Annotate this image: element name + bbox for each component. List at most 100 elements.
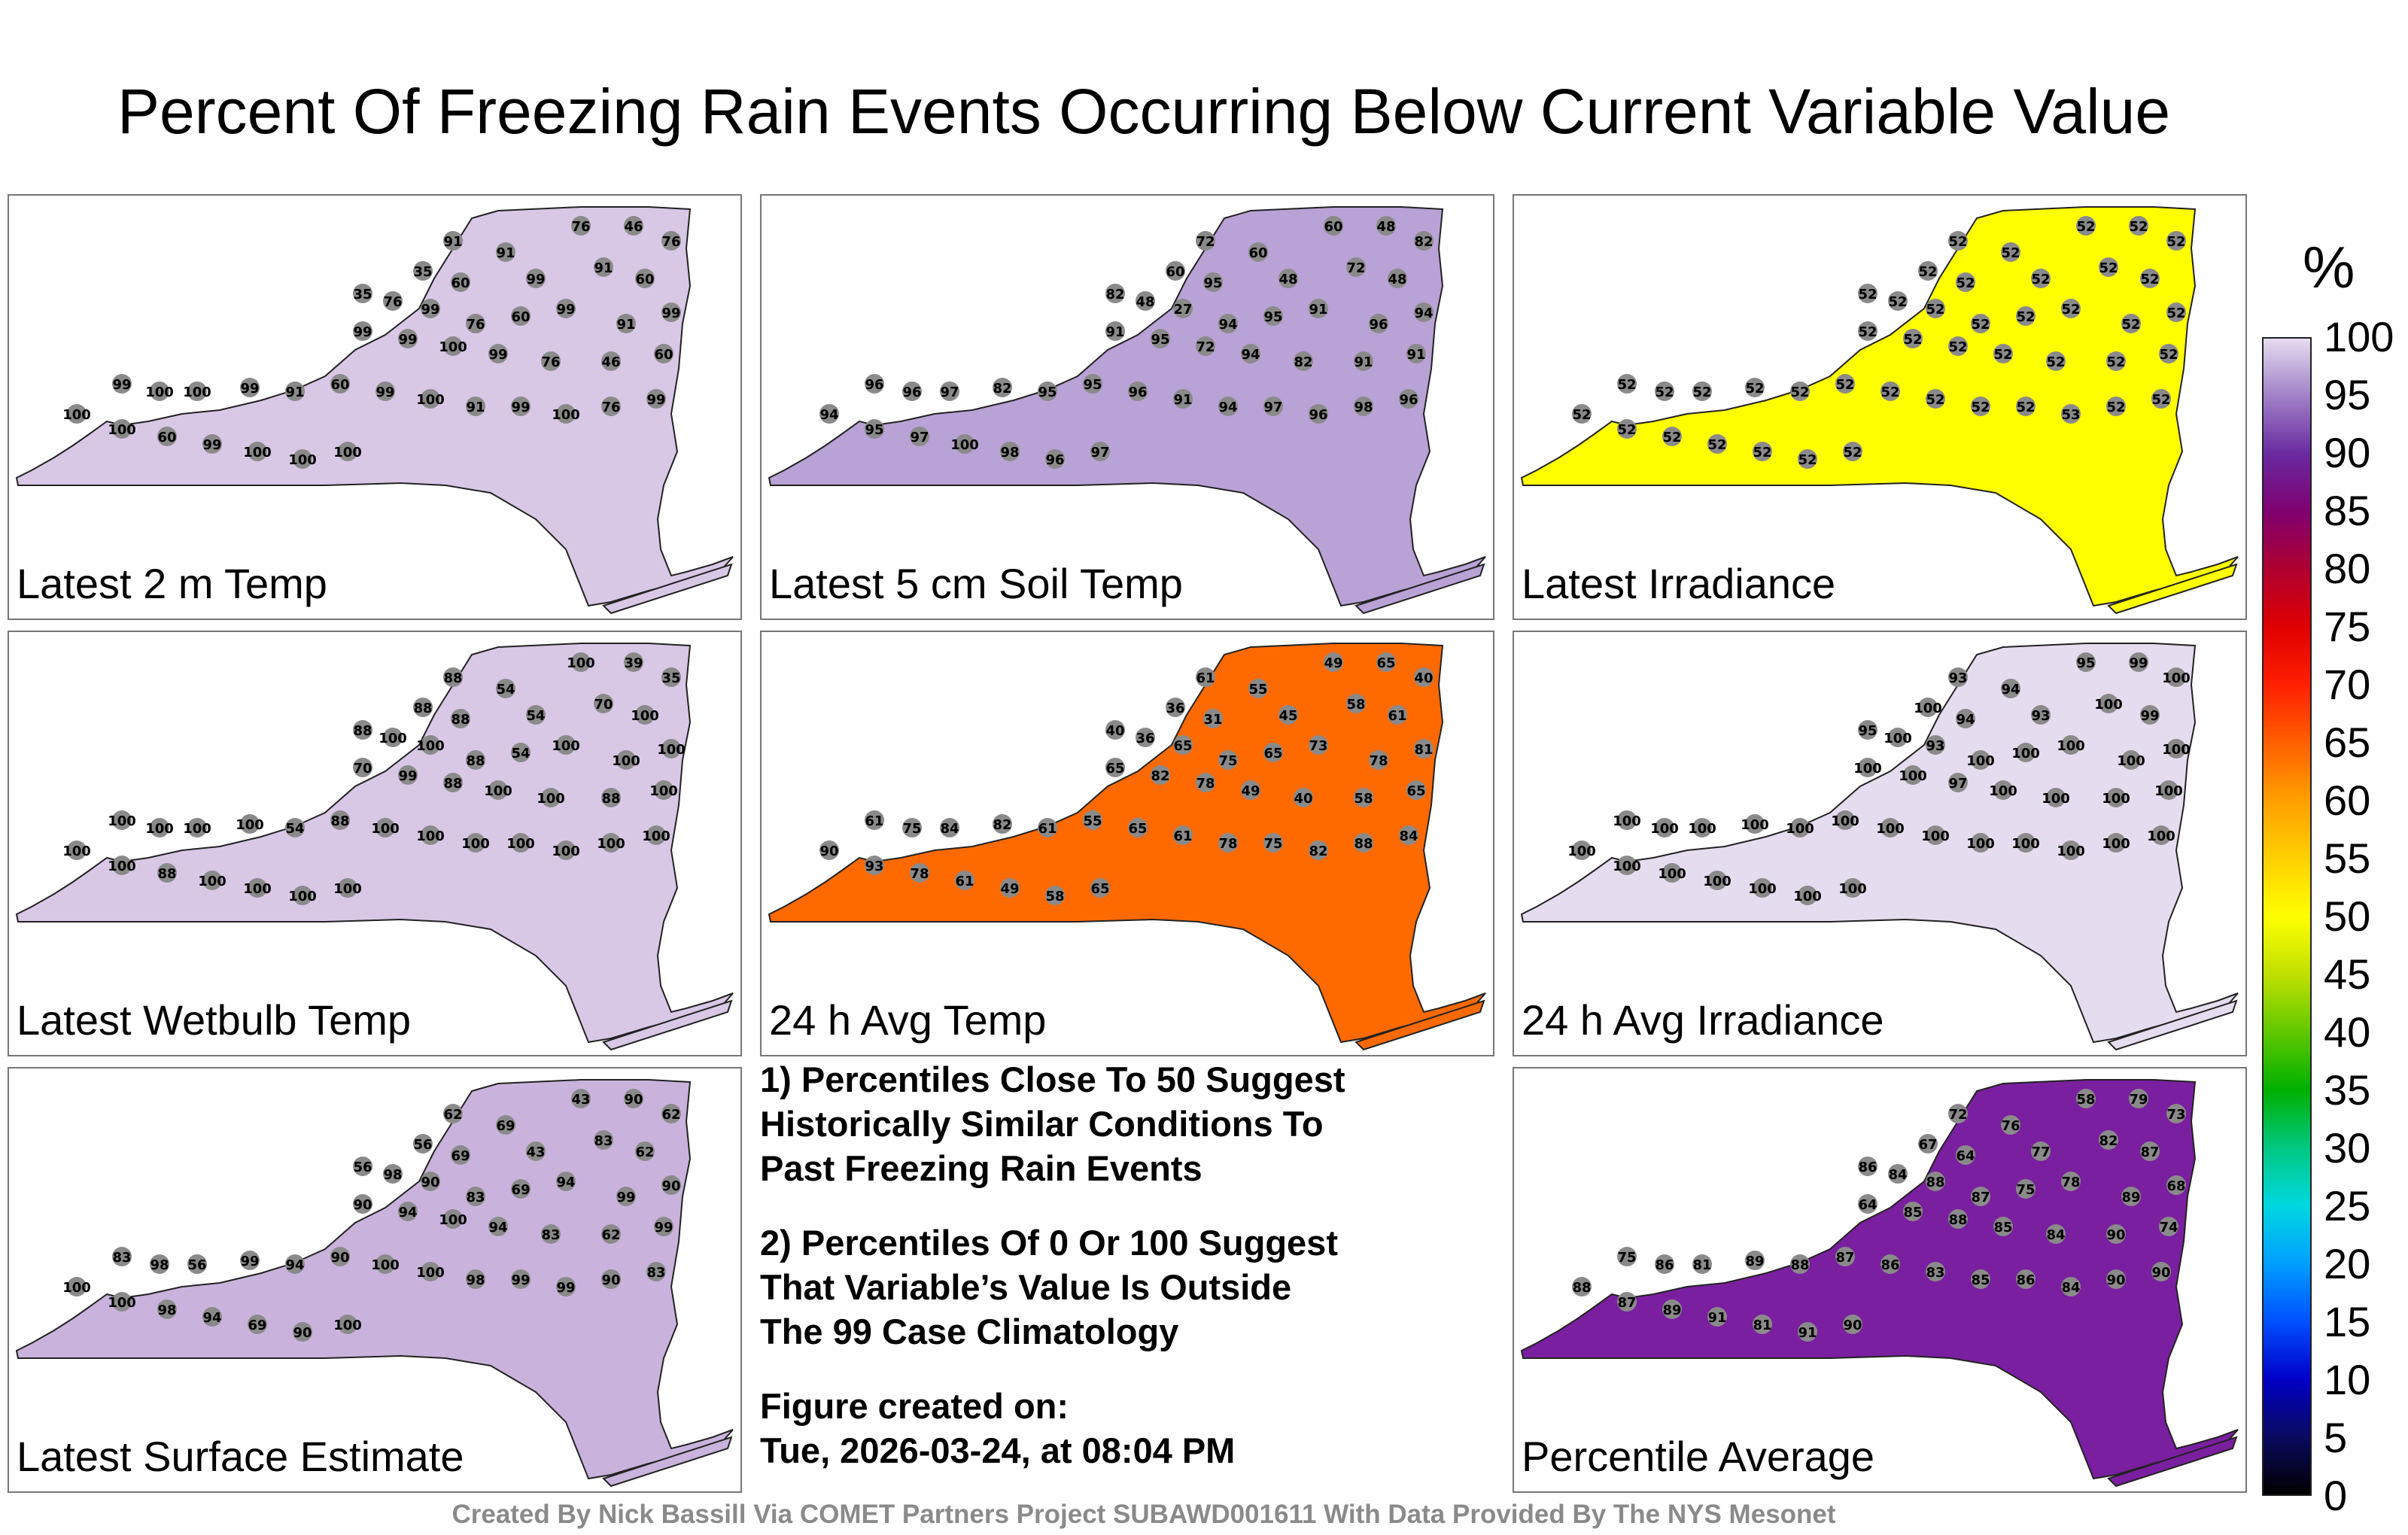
station-dot — [2140, 269, 2160, 288]
station-marker: 60 — [654, 344, 673, 363]
station-marker: 98 — [466, 1269, 485, 1289]
station-marker: 48 — [1278, 269, 1298, 288]
station-dot — [1662, 863, 1682, 883]
station-value: 100 — [2117, 753, 2145, 769]
station-dot — [1196, 667, 1215, 687]
station-dot — [1294, 351, 1313, 371]
station-marker: 60 — [635, 269, 655, 288]
station-dot — [526, 269, 546, 288]
station-dot — [1858, 1157, 1877, 1176]
station-marker: 98 — [157, 1299, 177, 1319]
station-value: 52 — [1662, 430, 1681, 445]
colorbar-tick: 20 — [2324, 1240, 2371, 1287]
station-marker: 52 — [2001, 242, 2020, 262]
station-dot — [353, 284, 372, 303]
station-dot — [150, 1254, 169, 1274]
station-value: 52 — [1971, 400, 1990, 415]
station-dot — [571, 652, 591, 672]
station-marker: 81 — [1414, 739, 1434, 758]
station-marker: 97 — [940, 381, 959, 401]
station-dot — [421, 389, 440, 409]
station-dot — [187, 1254, 207, 1274]
station-dot — [1707, 1307, 1727, 1327]
station-dot — [1617, 1292, 1637, 1312]
station-marker: 64 — [1858, 1194, 1877, 1214]
station-dot — [443, 667, 463, 687]
station-dot — [654, 780, 673, 800]
station-marker: 100 — [198, 871, 227, 890]
station-dot — [1617, 810, 1637, 830]
station-value: 100 — [1838, 881, 1867, 897]
station-marker: 69 — [496, 1115, 515, 1135]
station-marker: 94 — [2001, 679, 2020, 698]
station-dot — [2106, 1224, 2126, 1244]
station-dot — [421, 735, 440, 755]
station-marker: 100 — [537, 788, 565, 807]
station-marker: 94 — [398, 1202, 418, 1221]
station-dot — [338, 1315, 357, 1334]
station-marker: 52 — [2016, 306, 2036, 326]
station-dot — [902, 818, 922, 837]
station-value: 72 — [1196, 339, 1215, 355]
state-outline — [15, 643, 734, 1044]
station-marker: 49 — [1324, 652, 1343, 672]
station-dot — [1926, 389, 1945, 409]
station-marker: 31 — [1203, 709, 1223, 728]
station-marker: 100 — [612, 750, 640, 770]
station-dot — [496, 242, 515, 262]
station-marker: 70 — [594, 694, 613, 713]
station-dot — [2129, 216, 2148, 236]
station-marker: 76 — [383, 291, 403, 311]
station-value: 99 — [398, 768, 417, 784]
station-value: 83 — [646, 1265, 665, 1281]
station-marker: 52 — [2076, 216, 2096, 236]
station-dot — [1572, 840, 1592, 860]
station-marker: 75 — [902, 818, 922, 837]
station-dot — [240, 814, 260, 834]
note-2: 2) Percentiles Of 0 Or 100 Suggest That … — [760, 1223, 1338, 1351]
station-dot — [1173, 299, 1193, 318]
station-dot — [2016, 743, 2036, 762]
station-marker: 52 — [1918, 261, 1938, 281]
station-dot — [398, 765, 418, 785]
station-marker: 90 — [601, 1269, 621, 1289]
colorbar-tick: 95 — [2324, 371, 2371, 418]
station-value: 65 — [1128, 821, 1147, 837]
station-marker: 61 — [1173, 825, 1193, 845]
station-dot — [157, 427, 177, 446]
station-value: 100 — [1966, 836, 1995, 852]
station-dot — [1956, 709, 1975, 728]
station-value: 94 — [1414, 305, 1433, 321]
station-value: 100 — [62, 843, 91, 859]
station-value: 95 — [1203, 275, 1222, 291]
station-value: 86 — [1858, 1160, 1877, 1175]
station-dot — [865, 419, 884, 439]
station-dot — [2140, 705, 2160, 725]
colorbar-tick: 15 — [2324, 1298, 2371, 1345]
station-value: 96 — [865, 377, 883, 393]
station-value: 90 — [2151, 1265, 2170, 1281]
station-dot — [443, 231, 463, 251]
station-value: 100 — [612, 753, 640, 769]
station-dot — [466, 750, 485, 770]
colorbar-tick: 30 — [2324, 1124, 2371, 1172]
station-marker: 78 — [910, 863, 929, 883]
station-dot — [2166, 1104, 2186, 1123]
station-dot — [451, 709, 470, 728]
colorbar-unit: % — [2303, 234, 2355, 300]
station-marker: 88 — [601, 788, 621, 807]
station-marker: 94 — [1414, 302, 1434, 322]
station-marker: 100 — [108, 856, 136, 875]
station-marker: 95 — [1038, 381, 1057, 401]
station-marker: 52 — [1888, 291, 1908, 311]
station-marker: 40 — [1105, 720, 1125, 740]
station-marker: 83 — [646, 1262, 666, 1281]
station-marker: 100 — [1786, 818, 1814, 837]
station-marker: 89 — [2121, 1187, 2141, 1206]
station-value: 91 — [285, 385, 304, 400]
map-panel-24h-avg-temp: 61 55 49 65 40 36 31 45 58 61 40 36 65 75 65 73 78 81 65 82… — [760, 631, 1494, 1056]
station-dot — [865, 374, 884, 394]
station-marker: 75 — [1263, 833, 1283, 853]
station-marker: 99 — [2140, 705, 2160, 725]
